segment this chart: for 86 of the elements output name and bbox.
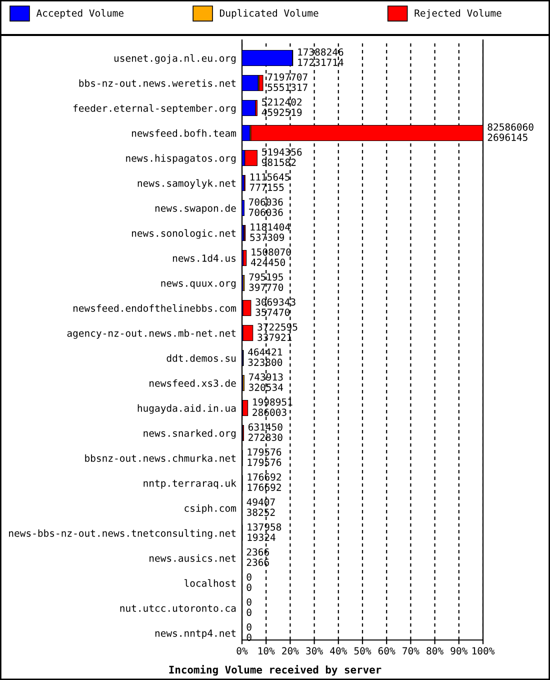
x-tick-label: 90%: [450, 647, 468, 655]
y-tick-label: usenet.goja.nl.eu.org: [114, 54, 236, 64]
x-tick-label: 50%: [354, 647, 372, 655]
y-tick-label: bbsnz-out.news.chmurka.net: [85, 454, 236, 462]
annotation: 7197707: [268, 73, 308, 81]
y-tick-label: news.hispagatos.org: [126, 154, 236, 164]
annotation: 3069343: [256, 298, 296, 306]
y-tick-label: news-bbs-nz-out.news.tnetconsulting.net: [9, 529, 236, 539]
annotation: 1998951: [253, 398, 292, 406]
y-tick-label: newsfeed.bofh.team: [132, 129, 236, 137]
annotation: 19324: [248, 534, 276, 541]
annotation: 1181404: [250, 223, 290, 231]
annotation: 464421: [248, 348, 282, 356]
annotation: 49407: [246, 498, 275, 506]
y-tick-label: localhost: [184, 579, 236, 587]
annotation: 981582: [262, 158, 296, 166]
y-tick-label: feeder.eternal-september.org: [73, 104, 236, 114]
x-tick-label: 40%: [330, 647, 348, 655]
annotation: 1115645: [250, 173, 290, 181]
y-tick-label: news.swapon.de: [155, 204, 236, 214]
y-tick-label: news.sonologic.net: [132, 229, 236, 239]
y-tick-label: news.quux.org: [161, 281, 236, 289]
x-tick-label: 10%: [258, 647, 275, 655]
y-tick-label: news.snarked.org: [144, 429, 236, 439]
y-tick-label: news.ausics.net: [150, 554, 236, 562]
annotation: 38252: [246, 508, 275, 516]
annotation: 357470: [256, 308, 290, 316]
annotation: 323800: [248, 358, 282, 366]
y-tick-label: newsfeed.xs3.de: [150, 379, 236, 387]
annotation: 706036: [248, 208, 283, 216]
annotation: 179576: [248, 448, 282, 456]
annotation: 82586060: [488, 123, 534, 131]
legend-label: Rejected Volume: [414, 9, 502, 19]
annotation: 179576: [248, 458, 282, 466]
y-tick-label: agency-nz-out.news.mb-net.net: [67, 329, 236, 339]
annotation: 0: [246, 608, 252, 616]
annotation: 0: [246, 623, 252, 631]
annotation: 795195: [249, 273, 283, 281]
x-tick-label: 60%: [378, 647, 396, 655]
x-axis-title: Incoming Volume received by server: [169, 664, 382, 676]
legend-label: Duplicated Volume: [220, 9, 318, 19]
annotation: 2366: [246, 548, 269, 556]
annotation: 286003: [252, 408, 286, 416]
x-tick-label: 0%: [236, 647, 248, 655]
y-tick-label: news.1d4.us: [172, 254, 236, 262]
y-tick-label: ddt.demos.su: [166, 354, 236, 362]
y-tick-label: csiph.com: [184, 504, 236, 514]
annotation: 320534: [248, 384, 283, 391]
annotation: 5212402: [262, 98, 302, 106]
x-tick-label: 20%: [282, 647, 299, 655]
annotation: 176692: [248, 484, 281, 491]
annotation: 0: [246, 598, 252, 606]
y-tick-label: hugayda.aid.in.ua: [138, 404, 236, 414]
annotation: 397770: [249, 284, 284, 291]
x-tick-label: 30%: [306, 647, 323, 655]
annotation: 137958: [248, 523, 282, 531]
annotation: 0: [246, 584, 252, 591]
x-tick-label: 70%: [402, 647, 420, 655]
x-tick-label: 100%: [472, 647, 495, 655]
x-tick-label: 80%: [426, 647, 444, 655]
annotation: 17388246: [298, 48, 344, 56]
legend-label: Accepted Volume: [36, 9, 124, 19]
annotation: 1508070: [252, 248, 291, 256]
annotation: 17231714: [298, 58, 344, 66]
annotation: 424450: [250, 258, 285, 266]
annotation: 631450: [248, 423, 282, 431]
annotation: 2696145: [488, 134, 528, 141]
y-tick-label: news.nntp4.net: [155, 630, 236, 639]
annotation: 743913: [248, 373, 283, 381]
y-tick-label: bbs-nz-out.news.weretis.net: [79, 79, 236, 87]
annotation: 706036: [248, 198, 283, 206]
y-tick-label: news.samoylyk.net: [138, 179, 236, 189]
annotation: 537309: [250, 234, 284, 241]
annotation: 272830: [248, 434, 282, 441]
annotation: 176692: [248, 473, 281, 481]
annotation: 3722595: [258, 323, 298, 331]
y-tick-label: newsfeed.endofthelinebbs.com: [73, 304, 236, 312]
annotation: 5551317: [268, 84, 308, 91]
annotation: 4592519: [262, 108, 302, 116]
annotation: 2366: [246, 558, 269, 566]
y-tick-label: nntp.terraraq.uk: [144, 479, 236, 489]
y-tick-label: nut.utcc.utoronto.ca: [120, 604, 236, 612]
annotation: 5194356: [262, 148, 302, 156]
annotation: 0: [246, 573, 252, 581]
annotation: 337921: [258, 334, 292, 341]
annotation: 777155: [250, 184, 284, 191]
